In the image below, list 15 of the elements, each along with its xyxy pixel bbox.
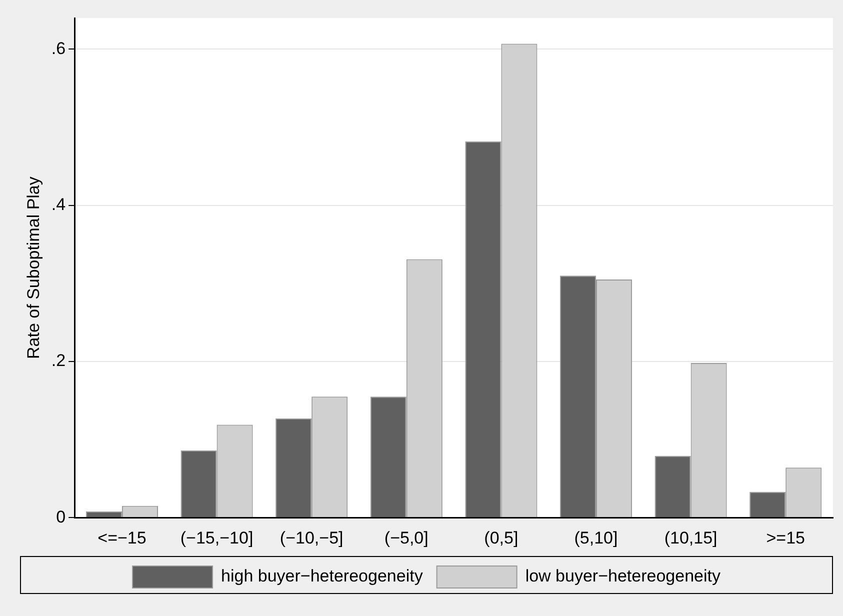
x-tick-label: (10,15] (664, 528, 718, 548)
y-tick-label: .4 (51, 195, 66, 214)
y-tick-label: .2 (51, 351, 66, 370)
y-axis-title: Rate of Suboptimal Play (24, 176, 43, 359)
x-tick-label: (−10,−5] (280, 528, 344, 548)
y-tick-label: .6 (51, 38, 66, 58)
y-tick-label: 0 (56, 507, 66, 526)
x-tick-label: (5,10] (574, 528, 618, 548)
x-tick-label: (−5,0] (384, 528, 428, 548)
legend-label: high buyer−hetereogeneity (221, 566, 424, 586)
x-tick-label: (0,5] (484, 528, 518, 548)
x-tick-label: (−15,−10] (180, 528, 254, 548)
legend-label: low buyer−hetereogeneity (525, 566, 721, 586)
x-tick-label: >=15 (766, 528, 805, 548)
x-tick-label: <=−15 (98, 528, 146, 548)
